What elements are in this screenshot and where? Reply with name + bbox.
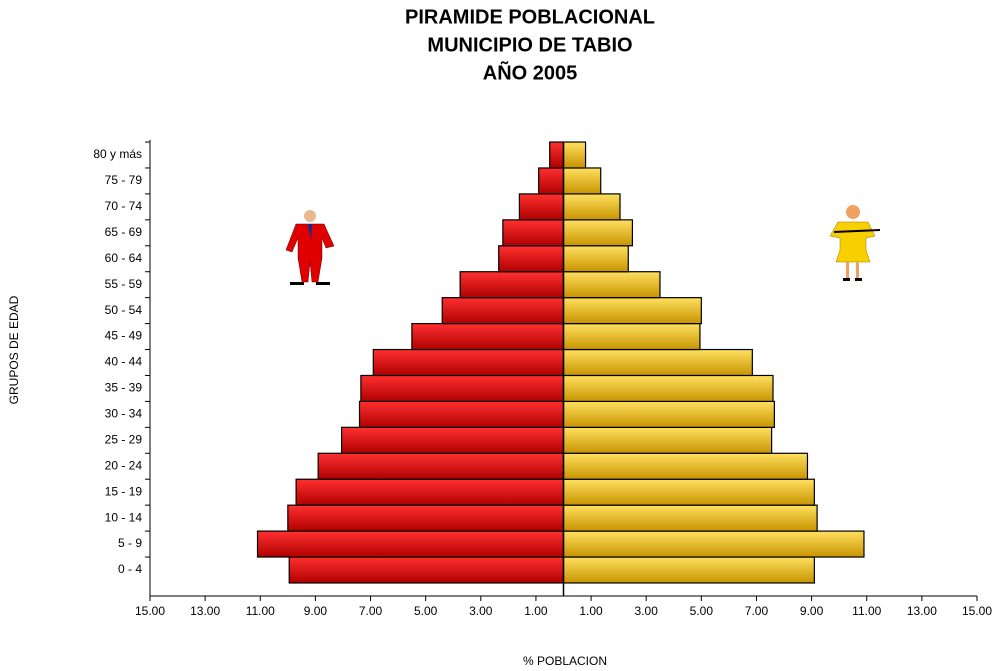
- y-tick-label: 60 - 64: [105, 251, 143, 265]
- x-tick-label: 7.00: [745, 604, 769, 618]
- y-tick-label: 50 - 54: [105, 303, 143, 317]
- bar: [549, 141, 565, 169]
- bar: [340, 426, 565, 454]
- bar: [358, 400, 565, 428]
- x-tick-label: 11.00: [246, 604, 275, 618]
- bar: [562, 374, 774, 403]
- bar: [317, 452, 565, 480]
- y-tick-label: 0 - 4: [118, 562, 142, 576]
- bar: [562, 141, 587, 169]
- bar: [562, 245, 629, 273]
- y-tick-label: 30 - 34: [105, 407, 143, 421]
- x-tick-label: 13.00: [907, 604, 937, 618]
- x-tick-label: 3.00: [469, 604, 493, 618]
- x-tick-label: 9.00: [800, 604, 824, 618]
- bar: [562, 478, 815, 506]
- chart-title: PIRAMIDE POBLACIONAL: [405, 6, 655, 28]
- bar: [287, 504, 565, 532]
- y-tick-label: 75 - 79: [105, 173, 143, 187]
- bar: [360, 374, 565, 403]
- bar: [295, 478, 565, 506]
- bar: [562, 167, 602, 195]
- y-tick-label: 5 - 9: [118, 536, 142, 550]
- y-tick-label: 80 y más: [93, 147, 142, 161]
- x-tick-label: 15.00: [135, 604, 165, 618]
- bar: [441, 297, 565, 325]
- x-tick-label: 7.00: [359, 604, 383, 618]
- x-tick-label: 3.00: [635, 604, 659, 618]
- y-tick-label: 15 - 19: [105, 484, 143, 498]
- x-tick-label: 13.00: [190, 604, 220, 618]
- bar: [562, 452, 809, 480]
- bar: [562, 426, 773, 454]
- bar: [498, 245, 565, 273]
- y-tick-label: 65 - 69: [105, 225, 143, 239]
- bar: [562, 219, 634, 247]
- x-tick-label: 5.00: [414, 604, 438, 618]
- bar: [502, 219, 565, 247]
- x-tick-label: 5.00: [690, 604, 714, 618]
- bar: [562, 400, 775, 428]
- bar: [562, 322, 701, 351]
- bar: [288, 556, 565, 584]
- bar: [562, 530, 865, 558]
- bar: [256, 530, 565, 558]
- x-tick-label: 1.00: [524, 604, 548, 618]
- y-tick-label: 40 - 44: [105, 355, 143, 369]
- y-tick-label: 55 - 59: [105, 277, 143, 291]
- y-tick-label: 10 - 14: [105, 510, 143, 524]
- x-tick-label: 9.00: [304, 604, 328, 618]
- y-axis-label: GRUPOS DE EDAD: [7, 295, 21, 404]
- bar: [562, 348, 753, 377]
- bar: [562, 504, 818, 532]
- bar: [562, 297, 702, 325]
- x-axis-label: % POBLACION: [523, 654, 607, 668]
- x-tick-label: 11.00: [852, 604, 881, 618]
- y-tick-label: 20 - 24: [105, 458, 143, 472]
- chart-title: MUNICIPIO DE TABIO: [427, 34, 632, 56]
- chart-title: AÑO 2005: [483, 61, 578, 84]
- bar: [518, 193, 565, 221]
- bar: [459, 271, 565, 299]
- woman-icon: [829, 205, 881, 281]
- bar: [562, 193, 621, 221]
- x-tick-label: 1.00: [579, 604, 603, 618]
- x-tick-label: 15.00: [962, 604, 992, 618]
- bar: [372, 348, 565, 377]
- bar: [411, 322, 565, 351]
- man-icon: [285, 210, 335, 285]
- y-tick-label: 45 - 49: [105, 329, 143, 343]
- y-tick-label: 25 - 29: [105, 432, 143, 446]
- bar: [562, 556, 815, 584]
- y-tick-label: 35 - 39: [105, 381, 143, 395]
- bar: [562, 271, 661, 299]
- y-tick-label: 70 - 74: [105, 199, 143, 213]
- bar: [538, 167, 565, 195]
